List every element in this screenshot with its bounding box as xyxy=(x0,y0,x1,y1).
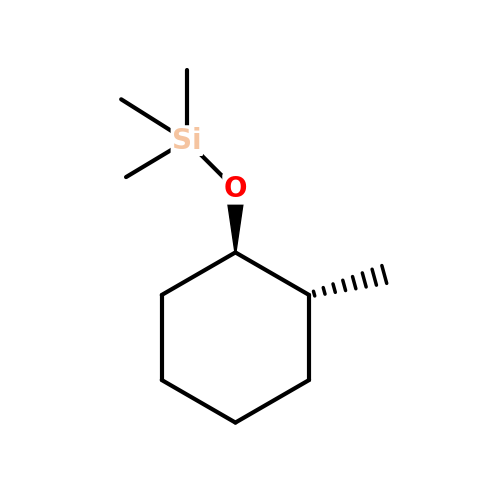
Text: O: O xyxy=(224,175,247,203)
Text: Si: Si xyxy=(172,126,202,154)
Polygon shape xyxy=(226,189,245,252)
